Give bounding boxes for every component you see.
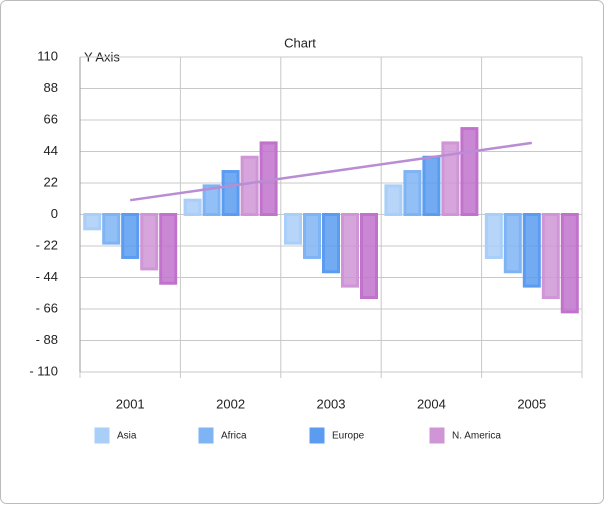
bar: [83, 213, 102, 231]
trend-line: [130, 141, 532, 202]
x-tick-label: 2005: [517, 396, 546, 411]
bar: [102, 213, 121, 245]
bar: [460, 127, 479, 216]
bar: [384, 184, 403, 216]
legend-swatch: [94, 427, 110, 444]
y-tick-label: - 110: [29, 363, 58, 378]
y-tick-label: 22: [44, 174, 58, 189]
bar: [140, 213, 159, 271]
y-tick-label: - 22: [36, 237, 58, 252]
bar: [322, 213, 340, 274]
x-tick-label: 2003: [317, 396, 346, 411]
bar: [403, 170, 422, 216]
legend-label: N. America: [452, 431, 501, 442]
bar: [284, 213, 302, 245]
y-tick-label: 88: [44, 80, 58, 95]
bar: [541, 213, 560, 300]
x-tick-label: 2001: [116, 396, 145, 411]
y-tick-label: 66: [44, 111, 58, 126]
bar: [159, 213, 178, 285]
y-tick-label: 44: [44, 143, 58, 158]
bar: [484, 213, 503, 259]
y-tick-label: 110: [37, 48, 58, 63]
y-tick-label: - 66: [36, 300, 58, 315]
x-tick-label: 2004: [417, 396, 446, 411]
bar: [121, 213, 140, 259]
legend-label: Africa: [221, 431, 247, 442]
bar: [503, 213, 522, 274]
y-tick-label: 0: [51, 206, 58, 221]
y-tick-label: - 44: [36, 269, 58, 284]
bar: [522, 213, 541, 288]
legend-swatch: [429, 427, 445, 444]
bar: [341, 213, 359, 288]
bar: [202, 184, 221, 216]
bar: [422, 155, 441, 217]
x-tick-label: 2002: [216, 396, 245, 411]
bar: [360, 213, 378, 300]
bar: [441, 141, 460, 216]
bar: [183, 198, 202, 217]
legend-swatch: [309, 427, 325, 444]
bar: [240, 155, 259, 217]
bar: [303, 213, 321, 259]
legend-label: Europe: [332, 431, 365, 442]
bar: [560, 213, 579, 314]
legend-swatch: [198, 427, 214, 444]
chart-title: Chart: [284, 35, 316, 50]
bar: [221, 170, 240, 216]
legend-label: Asia: [117, 431, 137, 442]
y-tick-label: - 88: [36, 332, 58, 347]
